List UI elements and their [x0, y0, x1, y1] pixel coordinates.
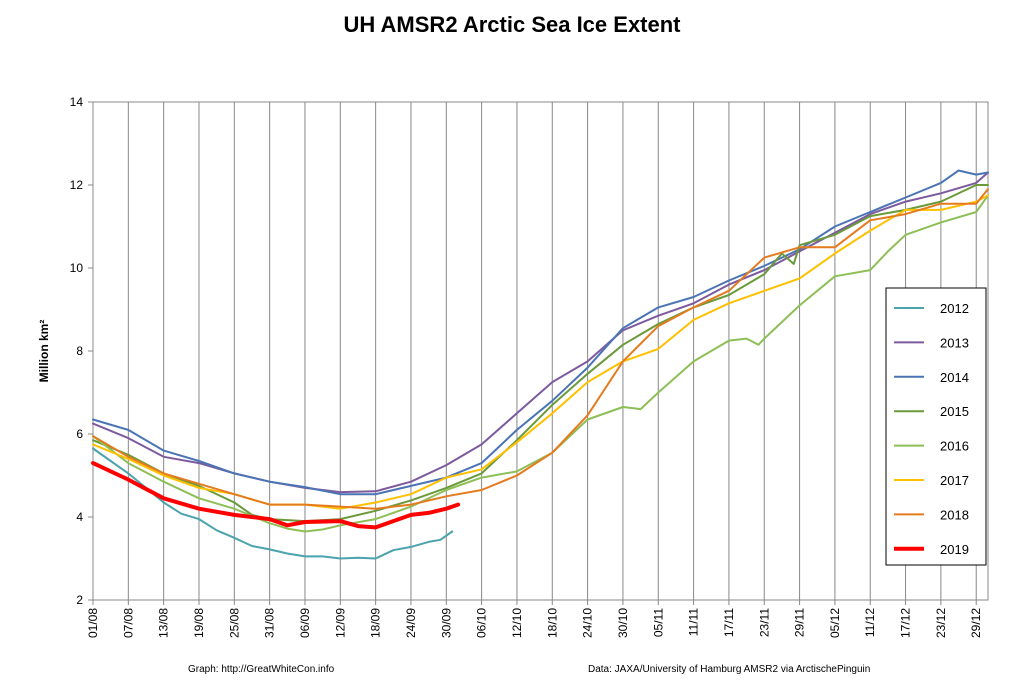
x-tick-label: 13/08: [157, 608, 171, 638]
x-tick-label: 25/08: [227, 608, 241, 638]
x-tick-label: 06/09: [298, 608, 312, 638]
x-tick-label: 06/10: [475, 608, 489, 638]
x-tick-label: 24/10: [581, 608, 595, 638]
x-tick-label: 11/11: [687, 608, 701, 637]
y-tick-label: 4: [76, 510, 83, 524]
series-line-2017: [92, 194, 989, 510]
x-tick-label: 01/08: [86, 608, 100, 638]
legend-label-2013: 2013: [940, 335, 969, 350]
x-tick-label: 07/08: [121, 608, 135, 638]
axes: [88, 101, 989, 605]
x-tick-label: 24/09: [404, 608, 418, 638]
x-tick-label: 23/12: [934, 608, 948, 638]
x-tick-label: 19/08: [192, 608, 206, 638]
x-tick-label: 11/12: [863, 608, 877, 637]
x-tick-label: 29/12: [969, 608, 983, 638]
series-line-2019: [91, 461, 461, 530]
chart-title: UH AMSR2 Arctic Sea Ice Extent: [343, 12, 681, 37]
legend-label-2016: 2016: [940, 439, 969, 454]
y-tick-label: 6: [76, 427, 83, 441]
legend-label-2017: 2017: [940, 473, 969, 488]
credit-graph-source: Graph: http://GreatWhiteCon.info: [188, 664, 335, 675]
x-tick-label: 12/10: [510, 608, 524, 638]
y-tick-labels: 2 4 6 8 10 12 14: [70, 95, 84, 607]
x-tick-label: 12/09: [333, 608, 347, 638]
y-axis-label: Million km²: [37, 320, 51, 383]
x-tick-labels: 01/08 07/08 13/08 19/08 25/08 31/08 06/09 12/09…: [86, 608, 983, 638]
x-tick-label: 30/10: [616, 608, 630, 638]
x-tick-label: 17/11: [722, 608, 736, 637]
x-tick-label: 05/11: [651, 608, 665, 637]
x-tick-label: 29/11: [793, 608, 807, 637]
series-line-2015: [92, 184, 989, 523]
legend-label-2012: 2012: [940, 301, 969, 316]
x-tick-label: 05/12: [828, 608, 842, 638]
legend-label-2015: 2015: [940, 404, 969, 419]
series-line-2016: [92, 194, 989, 533]
legend-label-2014: 2014: [940, 370, 969, 385]
x-tick-label: 18/09: [369, 608, 383, 638]
credit-data-source: Data: JAXA/University of Hamburg AMSR2 v…: [588, 664, 871, 675]
legend: 2012 2013 2014 2015 2016 2017 2018 2019: [885, 287, 987, 566]
series-line-2013: [92, 171, 989, 494]
legend-box: [885, 287, 987, 566]
grid-lines: [92, 102, 977, 600]
x-tick-label: 17/12: [899, 608, 913, 638]
y-tick-label: 14: [70, 95, 84, 109]
series-line-2018: [92, 188, 989, 510]
y-tick-label: 10: [70, 261, 84, 275]
legend-label-2019: 2019: [940, 542, 969, 557]
series-line-2014: [92, 169, 989, 496]
x-tick-label: 18/10: [545, 608, 559, 638]
legend-label-2018: 2018: [940, 507, 969, 522]
y-tick-label: 12: [70, 178, 84, 192]
x-tick-label: 31/08: [263, 608, 277, 638]
y-tick-label: 8: [76, 344, 83, 358]
series-lines: [91, 169, 989, 560]
y-tick-label: 2: [76, 593, 83, 607]
plot-frame: [92, 101, 989, 601]
x-tick-label: 23/11: [757, 608, 771, 637]
x-tick-label: 30/09: [439, 608, 453, 638]
